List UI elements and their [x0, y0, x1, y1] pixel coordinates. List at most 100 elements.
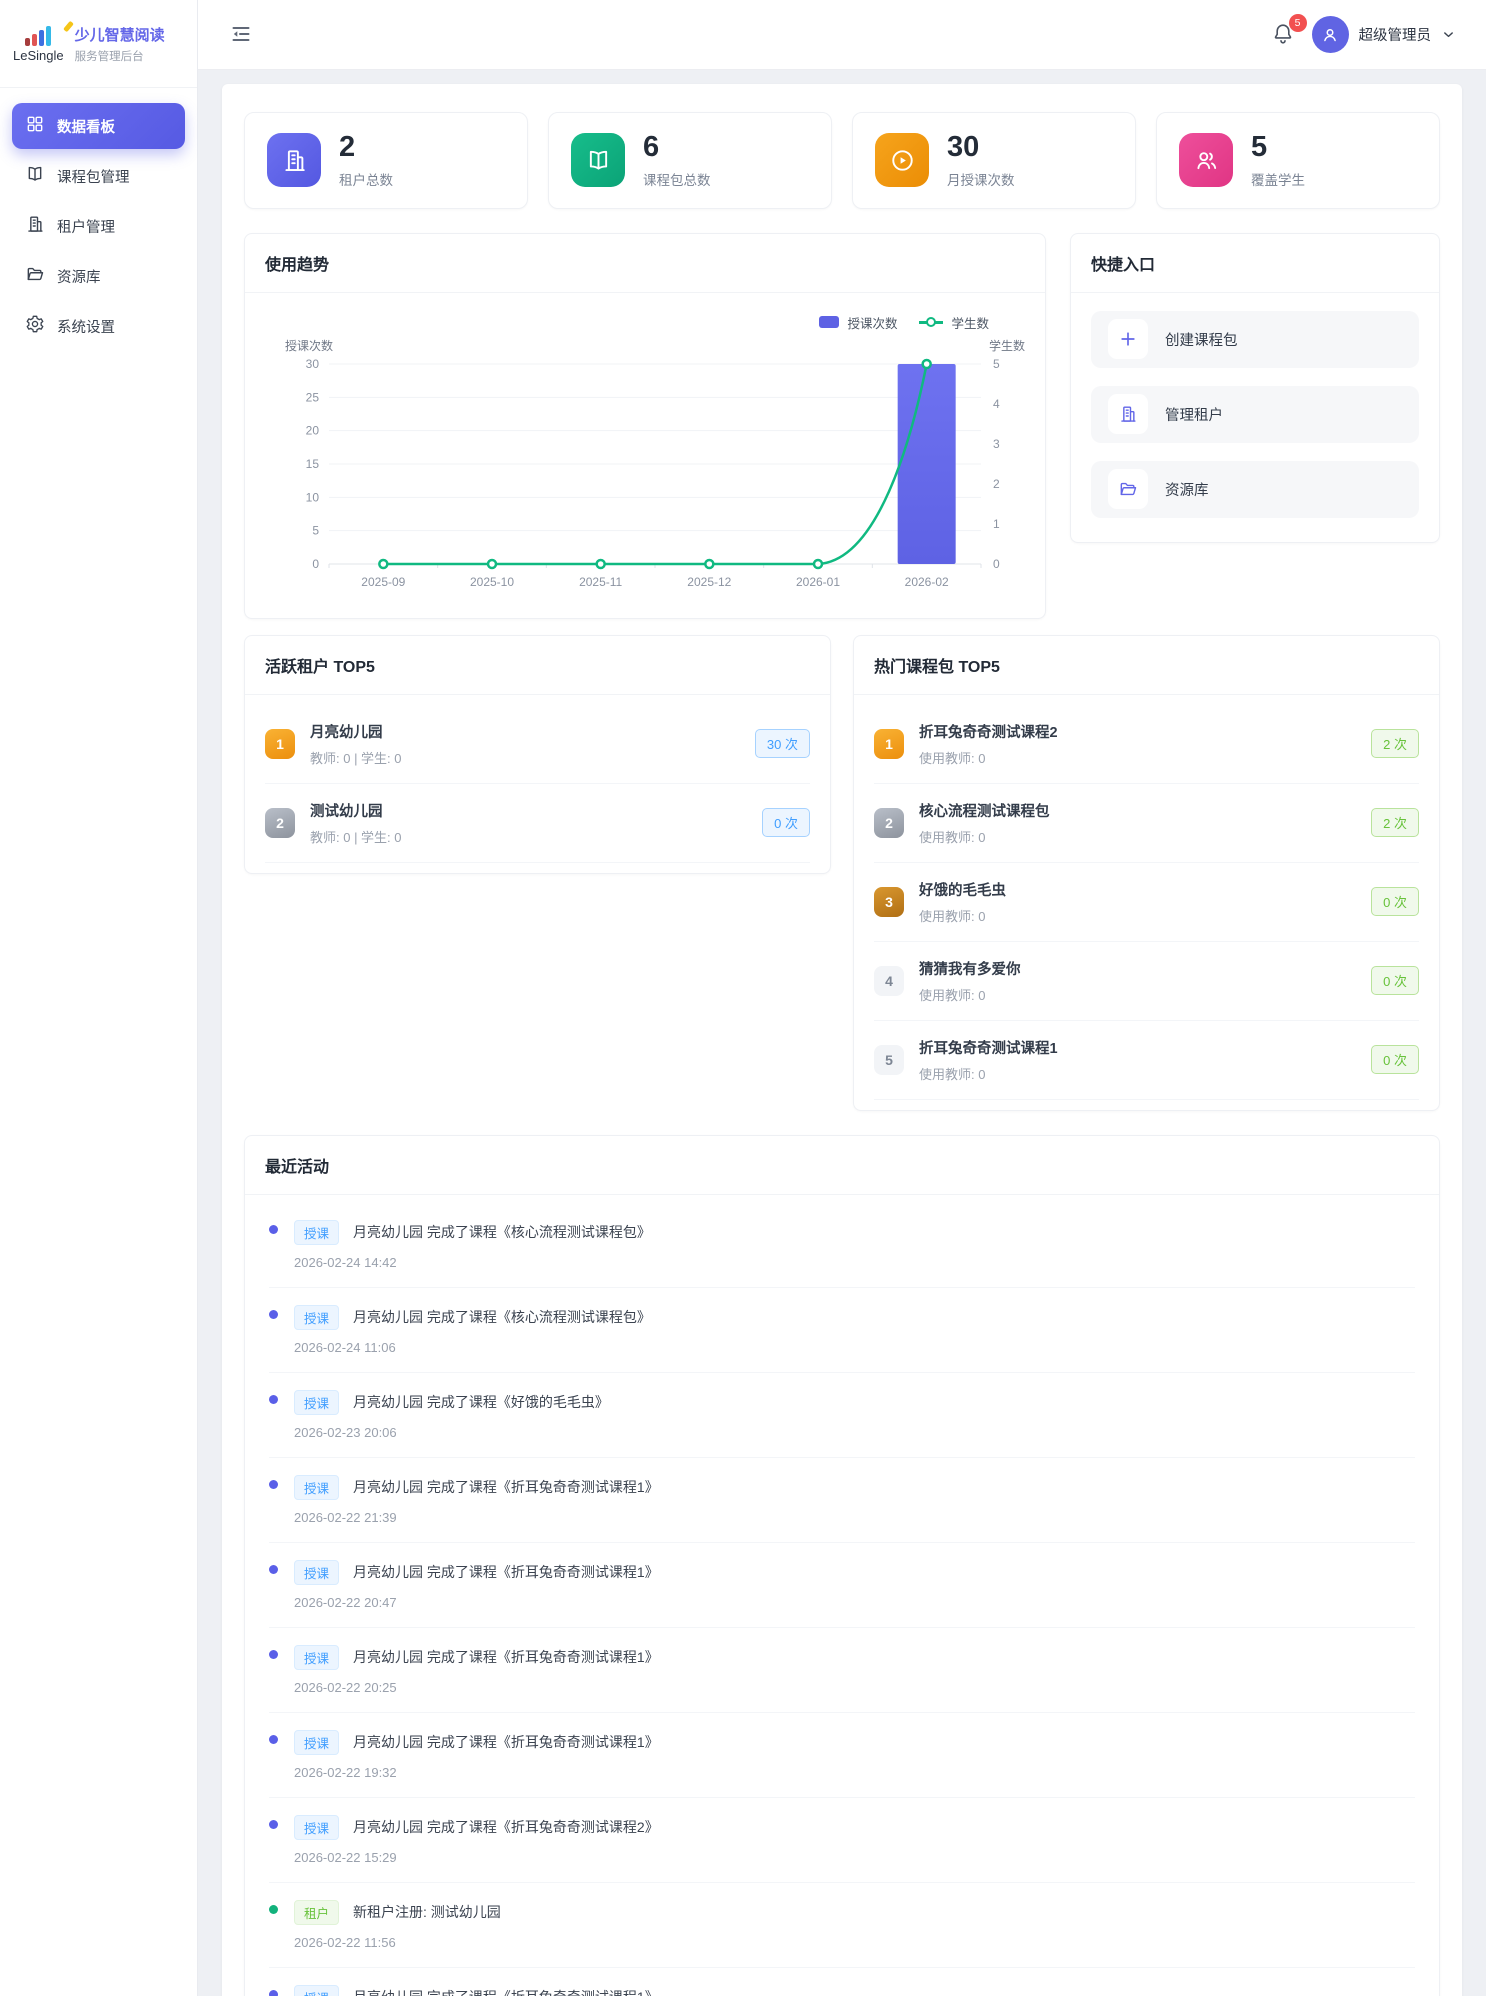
tenant-rank-row: 1 月亮幼儿园 教师: 0 | 学生: 0 30 次: [265, 705, 810, 784]
avatar: [1311, 16, 1349, 53]
stat-card-course-packages: 6 课程包总数: [548, 112, 832, 209]
quick-item-label: 创建课程包: [1165, 332, 1238, 349]
svg-text:2: 2: [993, 477, 1000, 491]
quick-item-manage-tenants[interactable]: 管理租户: [1091, 385, 1419, 443]
course-name: 折耳兔奇奇测试课程1: [919, 1040, 1058, 1057]
rank-badge: 4: [874, 965, 904, 996]
svg-text:20: 20: [306, 424, 320, 438]
sidebar-item-settings[interactable]: 系统设置: [12, 303, 185, 349]
stat-card-monthly-lessons: 30 月授课次数: [852, 112, 1136, 209]
content-area: 2 租户总数 6 课程包总数: [198, 70, 1486, 1996]
quick-item-resources[interactable]: 资源库: [1091, 460, 1419, 518]
tenant-meta: 教师: 0 | 学生: 0: [310, 750, 402, 766]
legend-label: 学生数: [951, 316, 989, 331]
course-rank-row: 1 折耳兔奇奇测试课程2 使用教师: 0 2 次: [874, 705, 1419, 784]
activity-row: 授课 月亮幼儿园 完成了课程《折耳兔奇奇测试课程1》 2026-02-22 19…: [269, 1713, 1415, 1798]
activity-type-tag: 授课: [294, 1729, 340, 1755]
folder-icon: [25, 264, 45, 288]
activity-type-tag: 授课: [294, 1644, 340, 1670]
usage-count-badge: 0 次: [1371, 1045, 1419, 1075]
stat-value: 6: [643, 131, 660, 163]
book-icon: [571, 133, 625, 188]
svg-text:2026-01: 2026-01: [796, 575, 840, 589]
activity-type-tag: 授课: [294, 1559, 340, 1585]
book-icon: [25, 164, 45, 188]
rank-badge: 1: [265, 728, 295, 759]
sidebar-item-tenants[interactable]: 租户管理: [12, 203, 185, 249]
line-legend-swatch: [919, 317, 944, 328]
svg-text:4: 4: [993, 397, 1000, 411]
chevron-down-icon: [1441, 27, 1456, 42]
activity-timestamp: 2026-02-22 11:56: [294, 1934, 396, 1950]
svg-text:2025-09: 2025-09: [361, 575, 405, 589]
dashboard-panel: 2 租户总数 6 课程包总数: [222, 84, 1462, 1996]
activity-dot-icon: [269, 1989, 278, 1996]
activity-row: 授课 月亮幼儿园 完成了课程《好饿的毛毛虫》 2026-02-23 20:06: [269, 1373, 1415, 1458]
svg-text:15: 15: [306, 457, 320, 471]
sidebar-item-course-packages[interactable]: 课程包管理: [12, 153, 185, 199]
activity-timestamp: 2026-02-22 15:29: [294, 1849, 397, 1865]
svg-text:2025-12: 2025-12: [687, 575, 731, 589]
activity-timestamp: 2026-02-22 21:39: [294, 1509, 397, 1525]
user-menu[interactable]: 超级管理员: [1311, 16, 1457, 53]
activity-row: 授课 月亮幼儿园 完成了课程《核心流程测试课程包》 2026-02-24 11:…: [269, 1288, 1415, 1373]
svg-text:学生数: 学生数: [989, 338, 1025, 353]
activity-type-tag: 租户: [294, 1899, 340, 1925]
stat-label: 课程包总数: [643, 172, 711, 188]
svg-text:30: 30: [306, 357, 320, 371]
activity-row: 授课 月亮幼儿园 完成了课程《折耳兔奇奇测试课程1》 2026-02-21 20…: [269, 1968, 1415, 1996]
usage-count-badge: 0 次: [762, 808, 810, 838]
rank-badge: 5: [874, 1044, 904, 1075]
activity-timestamp: 2026-02-22 20:47: [294, 1594, 397, 1610]
stat-label: 月授课次数: [947, 172, 1015, 188]
legend-item-students[interactable]: 学生数: [919, 313, 989, 332]
activity-text: 月亮幼儿园 完成了课程《好饿的毛毛虫》: [353, 1394, 609, 1411]
svg-text:3: 3: [993, 437, 1000, 451]
notifications-bell[interactable]: 5: [1271, 13, 1307, 48]
activity-row: 授课 月亮幼儿园 完成了课程《折耳兔奇奇测试课程1》 2026-02-22 20…: [269, 1543, 1415, 1628]
stat-value: 5: [1251, 131, 1268, 163]
activity-timestamp: 2026-02-23 20:06: [294, 1424, 397, 1440]
legend-label: 授课次数: [847, 316, 898, 331]
main-area: 5 超级管理员: [198, 0, 1486, 1996]
activity-dot-icon: [269, 1564, 278, 1574]
notification-badge: 5: [1288, 13, 1307, 32]
activity-type-tag: 授课: [294, 1389, 340, 1415]
activity-type-tag: 授课: [294, 1304, 340, 1330]
course-name: 好饿的毛毛虫: [919, 882, 1006, 899]
activity-text: 月亮幼儿园 完成了课程《折耳兔奇奇测试课程1》: [353, 1649, 659, 1666]
svg-text:1: 1: [993, 517, 1000, 531]
hot-courses-card: 热门课程包 TOP5 1 折耳兔奇奇测试课程2 使用教师: 0 2 次: [853, 634, 1440, 1111]
activity-text: 月亮幼儿园 完成了课程《折耳兔奇奇测试课程1》: [353, 1987, 659, 1996]
activity-dot-icon: [269, 1734, 278, 1744]
sidebar-collapse-button[interactable]: [228, 22, 254, 48]
sidebar-item-resources[interactable]: 资源库: [12, 253, 185, 299]
brand-title: 少儿智慧阅读: [74, 26, 165, 44]
active-tenants-card: 活跃租户 TOP5 1 月亮幼儿园 教师: 0 | 学生: 0 30 次: [244, 634, 831, 874]
sidebar-item-label: 系统设置: [57, 319, 115, 336]
quick-entry-card: 快捷入口 创建课程包 管理租户: [1070, 232, 1440, 543]
stat-label: 租户总数: [339, 172, 393, 188]
activity-text: 月亮幼儿园 完成了课程《折耳兔奇奇测试课程1》: [353, 1479, 659, 1496]
stat-value: 30: [947, 131, 980, 163]
activity-text: 月亮幼儿园 完成了课程《折耳兔奇奇测试课程1》: [353, 1564, 659, 1581]
course-meta: 使用教师: 0: [919, 1066, 986, 1082]
activity-row: 授课 月亮幼儿园 完成了课程《折耳兔奇奇测试课程2》 2026-02-22 15…: [269, 1798, 1415, 1883]
svg-text:授课次数: 授课次数: [285, 338, 333, 353]
legend-item-lessons[interactable]: 授课次数: [819, 313, 897, 332]
hot-courses-list: 1 折耳兔奇奇测试课程2 使用教师: 0 2 次 2: [854, 695, 1439, 1110]
sidebar: LeSingle 少儿智慧阅读 服务管理后台 数据看板 课程包管理 租户管理: [0, 0, 198, 1996]
recent-activity-card: 最近活动 授课 月亮幼儿园 完成了课程《核心流程测试课程包》: [244, 1134, 1440, 1996]
usage-count-badge: 0 次: [1371, 966, 1419, 996]
activity-timestamp: 2026-02-22 19:32: [294, 1764, 397, 1780]
svg-text:0: 0: [312, 557, 319, 571]
sidebar-item-label: 资源库: [57, 269, 101, 286]
svg-text:5: 5: [312, 524, 319, 538]
sidebar-item-dashboard[interactable]: 数据看板: [12, 103, 185, 149]
course-name: 核心流程测试课程包: [919, 803, 1050, 820]
activity-type-tag: 授课: [294, 1984, 340, 1996]
quick-item-create-course[interactable]: 创建课程包: [1091, 310, 1419, 368]
activity-row: 授课 月亮幼儿园 完成了课程《核心流程测试课程包》 2026-02-24 14:…: [269, 1203, 1415, 1288]
usage-count-badge: 0 次: [1371, 887, 1419, 917]
rank-badge: 2: [874, 807, 904, 838]
